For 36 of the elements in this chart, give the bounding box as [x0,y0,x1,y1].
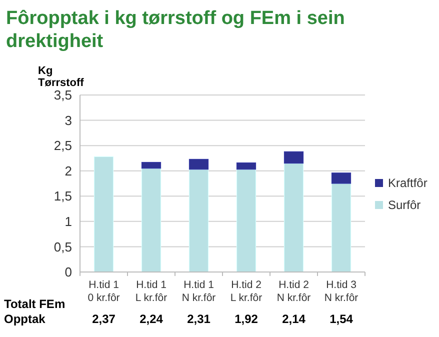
bar [94,156,114,272]
bar [236,162,256,170]
x-tick-label: H.tid 1 N kr.fôr [182,279,216,304]
bar [331,183,352,272]
bar [331,172,352,184]
bar [141,168,162,272]
bar [284,151,304,164]
bar [236,169,256,272]
chart-title: Fôropptak i kg tørrstoff og FEm i sein drektigheit [6,8,345,52]
text: 1,92 [234,312,258,326]
legend-label: Surfôr [388,198,421,212]
y-axis-title: Kg Tørrstoff [38,65,84,89]
y-tick-label: 1 [64,214,72,229]
text: 2,31 [187,312,211,326]
y-tick-label: 2,5 [54,138,72,154]
y-tick-label: 3,5 [54,88,72,103]
y-tick-label: 0 [64,264,72,280]
bar [141,162,162,169]
text: 1,54 [330,312,354,326]
x-tick-label: H.tid 2 N kr.fôr [276,279,312,304]
bar [188,169,209,272]
x-tick-label: H.tid 3 N kr.fôr [324,279,359,304]
y-tick-label: 2 [64,163,72,178]
text: 2,14 [282,312,306,326]
x-tick-label: H.tid 2 L kr.fôr [230,279,263,304]
y-tick-label: 1,5 [54,188,72,204]
x-tick-label: H.tid 1 0 kr.fôr [88,279,120,304]
y-tick-label: 0,5 [54,239,72,254]
bar [284,162,304,272]
text: Totalt FEm Opptak [4,297,66,326]
x-tick-label: H.tid 1 L kr.fôr [135,279,168,304]
y-tick-label: 3 [64,112,72,128]
text: 2,37 [92,312,116,326]
bar [188,158,209,170]
text: 2,24 [140,312,164,326]
legend-label: Kraftfôr [388,176,428,190]
